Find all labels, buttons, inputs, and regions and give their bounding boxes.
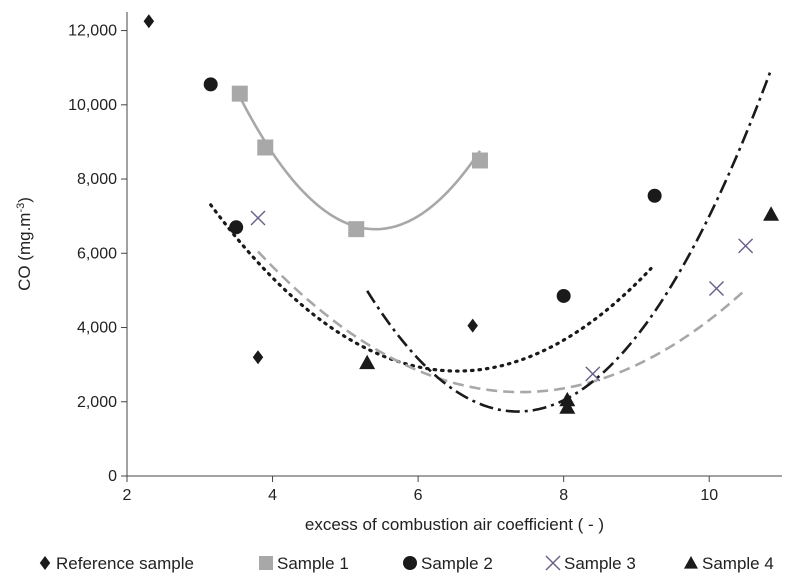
y-tick-label: 8,000 (77, 171, 117, 188)
legend-label-reference-sample: Reference sample (56, 554, 194, 573)
legend-marker-sample-2 (403, 556, 417, 570)
data-point-reference-sample (467, 318, 478, 333)
y-axis-label: CO (mg.m-3) (15, 197, 34, 291)
y-tick-label: 10,000 (68, 97, 117, 114)
data-point-sample-3 (738, 238, 754, 254)
y-axis-label-superscript: -3 (15, 203, 27, 213)
data-point-sample-2 (229, 220, 244, 235)
x-tick-label: 2 (123, 487, 132, 504)
data-point-sample-2 (203, 77, 218, 92)
legend-marker-reference-sample (39, 556, 51, 570)
data-point-sample-2 (556, 288, 571, 303)
x-tick-label: 6 (414, 487, 423, 504)
legend-label-sample-1: Sample 1 (277, 554, 349, 573)
x-tick-label: 4 (268, 487, 277, 504)
tick-labels: 0 2,000 4,000 6,000 8,000 10,000 12,000 2 4 6 8 10 (68, 23, 718, 504)
y-tick-label: 6,000 (77, 245, 117, 262)
legend-marker-sample-1 (259, 556, 273, 570)
data-point-sample-1 (471, 152, 488, 169)
legend-label-sample-2: Sample 2 (421, 554, 493, 573)
x-marker-stroke (585, 366, 601, 382)
legend-marker-sample-4 (684, 556, 698, 569)
trend-line-sample-2 (209, 203, 653, 373)
x-marker-stroke (545, 555, 561, 571)
data-point-reference-sample (252, 350, 264, 365)
data-point-sample-4 (763, 206, 780, 221)
x-tick-label: 10 (700, 487, 718, 504)
legend-label-sample-3: Sample 3 (564, 554, 636, 573)
data-point-sample-2 (647, 188, 662, 203)
data-point-sample-4 (559, 399, 576, 414)
legend: Reference sample Sample 1 Sample 2 Sample 3… (39, 554, 774, 573)
y-axis-label-close: ) (15, 197, 34, 203)
trend-line-sample-4 (366, 69, 773, 413)
data-point-sample-1 (257, 139, 274, 156)
x-marker-stroke (709, 281, 724, 297)
trend-line-sample-1 (238, 96, 482, 231)
y-axis-label-main: CO (mg.m (15, 213, 34, 291)
data-point-reference-sample (143, 14, 155, 29)
legend-marker-sample-3 (545, 555, 561, 571)
y-tick-label: 2,000 (77, 394, 117, 411)
axes (121, 12, 782, 482)
x-axis-label: excess of combustion air coefficient ( -… (305, 515, 604, 534)
y-tick-label: 12,000 (68, 23, 117, 40)
y-tick-label: 4,000 (77, 320, 117, 337)
data-point-sample-1 (231, 85, 248, 102)
data-points (143, 14, 780, 414)
data-point-sample-3 (709, 281, 724, 297)
x-marker-stroke (250, 210, 266, 226)
y-tick-label: 0 (108, 468, 117, 485)
data-point-sample-4 (359, 354, 376, 370)
trend-lines (209, 69, 773, 413)
x-marker-stroke (738, 238, 754, 254)
x-tick-label: 8 (559, 487, 568, 504)
trend-line-sample-3 (257, 250, 747, 394)
data-point-sample-3 (250, 210, 266, 226)
data-point-sample-4 (559, 391, 576, 407)
data-point-sample-1 (348, 221, 365, 238)
data-point-sample-3 (585, 366, 601, 382)
legend-label-sample-4: Sample 4 (702, 554, 774, 573)
